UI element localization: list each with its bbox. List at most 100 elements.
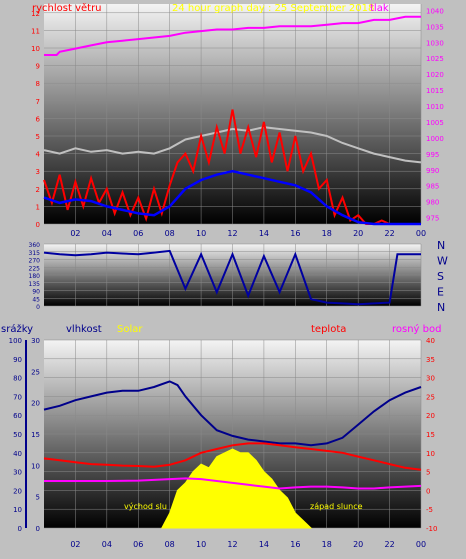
legend-dewpoint: rosný bod: [392, 323, 441, 335]
temp-y-tick-label: 40: [426, 337, 435, 345]
wind-y-tick-label: 2: [36, 186, 40, 194]
humidity-y-tick-label: 25: [31, 368, 40, 376]
wind-x-tick-label: 20: [353, 229, 363, 238]
humidity-y-tick-label: 30: [31, 337, 40, 345]
wind-y-tick-label: 9: [36, 63, 40, 71]
direction-y-tick-label: 315: [29, 250, 41, 257]
series-dewpoint: [44, 477, 422, 490]
direction-y-tick-label: 0: [36, 304, 40, 311]
legend-rain: srážky: [1, 323, 33, 335]
rain-y-tick-label: 60: [13, 412, 22, 420]
wind-y-tick-label: 4: [36, 151, 41, 159]
rain-y-tick-label: 10: [13, 506, 22, 514]
pressure-y-tick-label: 1000: [426, 135, 444, 143]
climate-x-tick-label: 12: [227, 540, 237, 549]
series-direction: [43, 249, 421, 306]
pressure-y-tick-label: 1035: [426, 23, 444, 31]
temp-y-tick-label: -10: [426, 525, 437, 533]
climate-x-tick-label: 04: [102, 540, 112, 549]
climate-x-tick-label: 06: [133, 540, 143, 549]
wind-y-tick-label: 6: [36, 115, 41, 123]
pressure-y-tick-label: 985: [426, 183, 439, 191]
series-temperature: [43, 442, 422, 471]
wind-x-tick-label: 12: [227, 229, 237, 238]
climate-x-tick-label: 00: [416, 540, 426, 549]
climate-x-tick-label: 02: [70, 540, 80, 549]
temp-y-tick-label: 20: [426, 412, 435, 420]
pressure-y-tick-label: 975: [426, 215, 439, 223]
temp-y-tick-label: 10: [426, 450, 435, 458]
temp-y-tick-label: 30: [426, 375, 435, 383]
legend-wind-speed: rychlost větru: [32, 2, 102, 14]
rain-y-tick-label: 90: [13, 356, 22, 364]
wind-x-tick-label: 22: [384, 229, 394, 238]
axes-labels: 0123456789101112975980985990995100010051…: [9, 7, 448, 549]
rain-y-tick-label: 80: [13, 375, 22, 383]
rain-y-tick-label: 50: [13, 431, 22, 439]
pressure-y-tick-label: 1015: [426, 87, 444, 95]
temp-y-tick-label: 5: [426, 469, 430, 477]
annotation-sunset: západ slunce: [310, 502, 363, 511]
climate-x-tick-label: 18: [322, 540, 332, 549]
wind-x-tick-label: 02: [70, 229, 80, 238]
humidity-y-tick-label: 20: [31, 400, 40, 408]
series-pressure: [44, 15, 421, 56]
climate-x-tick-label: 08: [165, 540, 175, 549]
wind-x-tick-label: 14: [259, 229, 269, 238]
humidity-y-tick-label: 0: [36, 525, 40, 533]
pressure-y-tick-label: 1025: [426, 55, 444, 63]
climate-x-tick-label: 10: [196, 540, 206, 549]
direction-y-tick-label: 180: [29, 273, 41, 280]
direction-y-tick-label: 135: [29, 281, 41, 288]
pressure-y-tick-label: 1040: [426, 7, 444, 15]
temp-y-tick-label: -5: [426, 506, 433, 514]
annotation-sunrise: východ slu: [124, 502, 167, 511]
compass-label: N: [437, 301, 445, 314]
pressure-y-tick-label: 995: [426, 151, 439, 159]
wind-x-tick-label: 10: [196, 229, 206, 238]
series-wind: [43, 109, 421, 225]
wind-x-tick-label: 18: [322, 229, 332, 238]
legend-solar: Solar: [117, 324, 143, 335]
temp-y-tick-label: 35: [426, 356, 435, 364]
pressure-y-tick-label: 980: [426, 199, 439, 207]
climate-x-tick-label: 22: [384, 540, 394, 549]
climate-x-tick-label: 14: [259, 540, 269, 549]
wind-y-tick-label: 7: [36, 98, 40, 106]
compass-label: S: [437, 270, 444, 283]
wind-x-tick-label: 16: [290, 229, 300, 238]
chart-title: 24 hour graph day : 25 September 2018: [172, 3, 374, 14]
pressure-y-tick-label: 1030: [426, 39, 444, 47]
climate-x-tick-label: 20: [353, 540, 363, 549]
wind-x-tick-label: 04: [102, 229, 112, 238]
wind-series: [43, 15, 422, 226]
direction-y-tick-label: 270: [29, 258, 41, 265]
humidity-y-tick-label: 5: [36, 494, 40, 502]
wind-y-tick-label: 12: [31, 10, 40, 18]
pressure-y-tick-label: 1005: [426, 119, 444, 127]
series-gust: [43, 126, 422, 164]
wind-y-tick-label: 5: [36, 133, 40, 141]
pressure-y-tick-label: 990: [426, 167, 439, 175]
rain-y-tick-label: 40: [13, 450, 22, 458]
compass-label: E: [437, 286, 444, 299]
legend-temperature: teplota: [311, 324, 346, 335]
humidity-y-tick-label: 15: [31, 431, 40, 439]
rain-y-tick-label: 100: [9, 337, 22, 345]
direction-y-tick-label: 45: [32, 296, 40, 303]
climate-series: [43, 380, 422, 529]
wind-y-tick-label: 8: [36, 80, 40, 88]
direction-y-tick-label: 90: [32, 289, 40, 296]
series-avg: [43, 169, 421, 226]
wind-y-tick-label: 10: [31, 45, 40, 53]
wind-y-tick-label: 1: [36, 203, 40, 211]
wind-x-tick-label: 08: [165, 229, 175, 238]
wind-x-tick-label: 06: [133, 229, 143, 238]
temp-y-tick-label: 15: [426, 431, 435, 439]
compass-label: N: [437, 239, 445, 252]
legend-pressure: tlak: [370, 3, 389, 14]
rain-y-tick-label: 70: [13, 393, 22, 401]
direction-y-tick-label: 225: [29, 265, 41, 272]
direction-y-tick-label: 360: [29, 242, 41, 249]
